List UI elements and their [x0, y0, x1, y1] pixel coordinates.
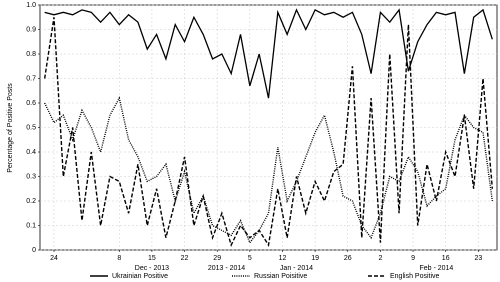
- x-group-label: Feb - 2014: [419, 265, 453, 272]
- legend-label: English Positive: [390, 273, 440, 280]
- y-tick-label: 0.4: [26, 149, 36, 156]
- y-tick-label: 0.7: [26, 75, 36, 82]
- x-tick-label: 16: [442, 255, 450, 262]
- x-tick-label: 29: [213, 255, 221, 262]
- series-line: [43, 17, 494, 248]
- legend-label: Ukrainian Positive: [112, 273, 168, 280]
- x-tick-label: 19: [311, 255, 319, 262]
- series-line: [44, 8, 493, 99]
- x-tick-label: 5: [248, 255, 252, 262]
- x-tick-label: 9: [411, 255, 415, 262]
- y-tick-label: 0: [32, 247, 36, 254]
- x-tick-label: 8: [117, 255, 121, 262]
- y-tick-label: 0.5: [26, 124, 36, 131]
- x-tick-label: 24: [50, 255, 58, 262]
- y-tick-label: 0.6: [26, 100, 36, 107]
- x-tick-label: 26: [344, 255, 352, 262]
- y-axis-label: Percentage of Positive Posts: [7, 83, 14, 173]
- x-group-label: 2013 - 2014: [208, 265, 245, 272]
- x-group-label: Jan - 2014: [280, 265, 313, 272]
- y-tick-label: 1.0: [26, 2, 36, 9]
- x-tick-label: 23: [474, 255, 482, 262]
- x-group-label: Dec - 2013: [135, 265, 169, 272]
- y-tick-label: 0.3: [26, 173, 36, 180]
- series-line: [44, 96, 494, 245]
- x-tick-label: 12: [279, 255, 287, 262]
- y-tick-label: 0.1: [26, 222, 36, 229]
- x-tick-label: 15: [148, 255, 156, 262]
- legend-label: Russian Poisitive: [254, 273, 307, 280]
- x-tick-label: 2: [378, 255, 382, 262]
- y-tick-label: 0.8: [26, 51, 36, 58]
- y-tick-label: 0.2: [26, 198, 36, 205]
- y-tick-label: 0.9: [26, 26, 36, 33]
- x-tick-label: 22: [181, 255, 189, 262]
